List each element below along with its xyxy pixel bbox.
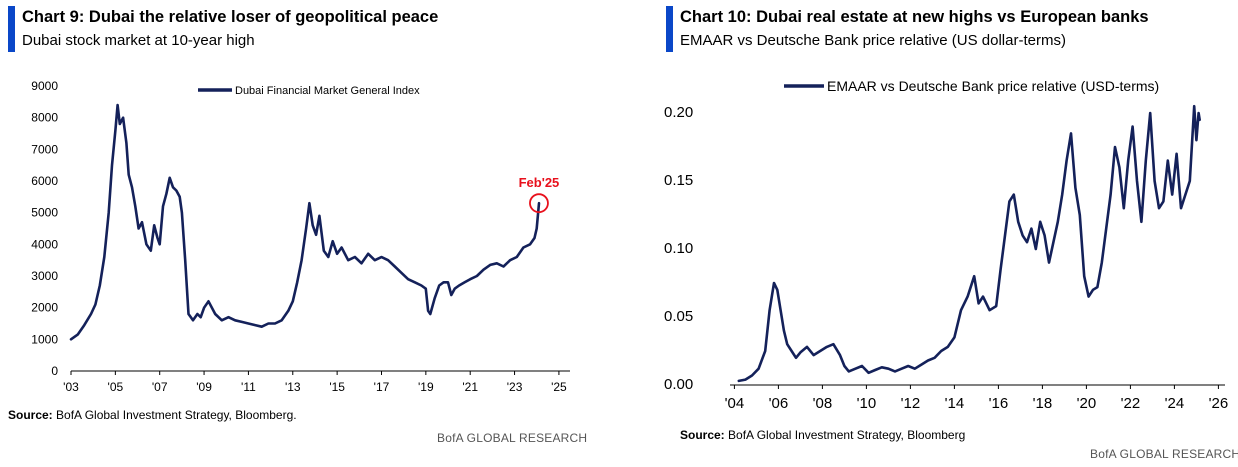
x-tick-label: '03: [63, 380, 79, 394]
y-tick-label: 0.20: [664, 104, 693, 121]
legend-label: EMAAR vs Deutsche Bank price relative (U…: [827, 78, 1159, 94]
chart-subtitle: Dubai stock market at 10-year high: [22, 32, 255, 49]
source-label: Source:: [680, 428, 725, 442]
source-note: Source: BofA Global Investment Strategy,…: [680, 428, 965, 442]
x-tick-label: '19: [418, 380, 434, 394]
chart-10-plot: 0.00 0.05 0.10 0.15 0.20 '04 '06 '08 '10 '12 '14 '1…: [664, 78, 1229, 412]
x-tick-label: '22: [1121, 395, 1141, 412]
x-tick-label: '04: [725, 395, 745, 412]
x-tick-label: '24: [1165, 395, 1185, 412]
annotation-label: Feb'25: [519, 175, 560, 190]
y-tick-label: 6000: [31, 174, 58, 188]
x-tick-label: '12: [901, 395, 921, 412]
y-tick-label: 1000: [31, 332, 58, 346]
series-line-0: [69, 103, 541, 341]
chart-title: Chart 10: Dubai real estate at new highs…: [680, 8, 1149, 26]
y-tick-label: 8000: [31, 111, 58, 125]
source-label: Source:: [8, 408, 53, 422]
x-tick-label: '23: [507, 380, 523, 394]
y-tick-label: 0.15: [664, 172, 693, 189]
x-tick-label: '17: [374, 380, 390, 394]
x-tick-label: '13: [285, 380, 301, 394]
x-tick-label: '15: [329, 380, 345, 394]
title-accent-bar: [8, 6, 15, 52]
x-tick-label: '05: [108, 380, 124, 394]
x-tick-label: '20: [1077, 395, 1097, 412]
x-tick-label: '18: [1033, 395, 1053, 412]
y-tick-label: 3000: [31, 269, 58, 283]
brand-footer: BofA GLOBAL RESEARCH: [437, 431, 588, 445]
y-tick-label: 2000: [31, 301, 58, 315]
y-tick-label: 0.10: [664, 240, 693, 257]
x-tick-label: '14: [945, 395, 965, 412]
chart-9-panel: Chart 9: Dubai the relative loser of geo…: [0, 0, 600, 467]
series-line-0: [737, 104, 1202, 383]
x-tick-label: '11: [241, 380, 256, 394]
x-tick-label: '08: [813, 395, 833, 412]
y-tick-label: 4000: [31, 237, 58, 251]
x-tick-label: '09: [196, 380, 212, 394]
source-text: BofA Global Investment Strategy, Bloombe…: [724, 428, 966, 442]
source-text: BofA Global Investment Strategy, Bloombe…: [52, 408, 297, 422]
x-tick-label: '26: [1209, 395, 1229, 412]
x-tick-label: '10: [857, 395, 877, 412]
chart-10-panel: Chart 10: Dubai real estate at new highs…: [658, 0, 1238, 467]
y-tick-label: 9000: [31, 79, 58, 93]
y-tick-label: 7000: [31, 142, 58, 156]
y-tick-label: 0: [51, 364, 58, 378]
title-accent-bar: [666, 6, 673, 52]
y-tick-label: 0.00: [664, 376, 693, 393]
annotation-circle: [529, 193, 549, 214]
y-tick-label: 0.05: [664, 308, 693, 325]
chart-9-plot: 0 1000 2000 3000 4000 5000 6000 7000 8000 9000 '03…: [31, 79, 570, 394]
x-tick-label: '21: [462, 380, 478, 394]
chart-title: Chart 9: Dubai the relative loser of geo…: [22, 8, 439, 26]
x-tick-label: '16: [989, 395, 1009, 412]
x-tick-label: '07: [152, 380, 168, 394]
y-tick-label: 5000: [31, 206, 58, 220]
source-note: Source: BofA Global Investment Strategy,…: [8, 408, 297, 422]
x-tick-label: '25: [551, 380, 567, 394]
chart-subtitle: EMAAR vs Deutsche Bank price relative (U…: [680, 32, 1066, 49]
legend-label: Dubai Financial Market General Index: [235, 85, 420, 97]
brand-footer: BofA GLOBAL RESEARCH: [1090, 447, 1238, 461]
x-tick-label: '06: [769, 395, 789, 412]
